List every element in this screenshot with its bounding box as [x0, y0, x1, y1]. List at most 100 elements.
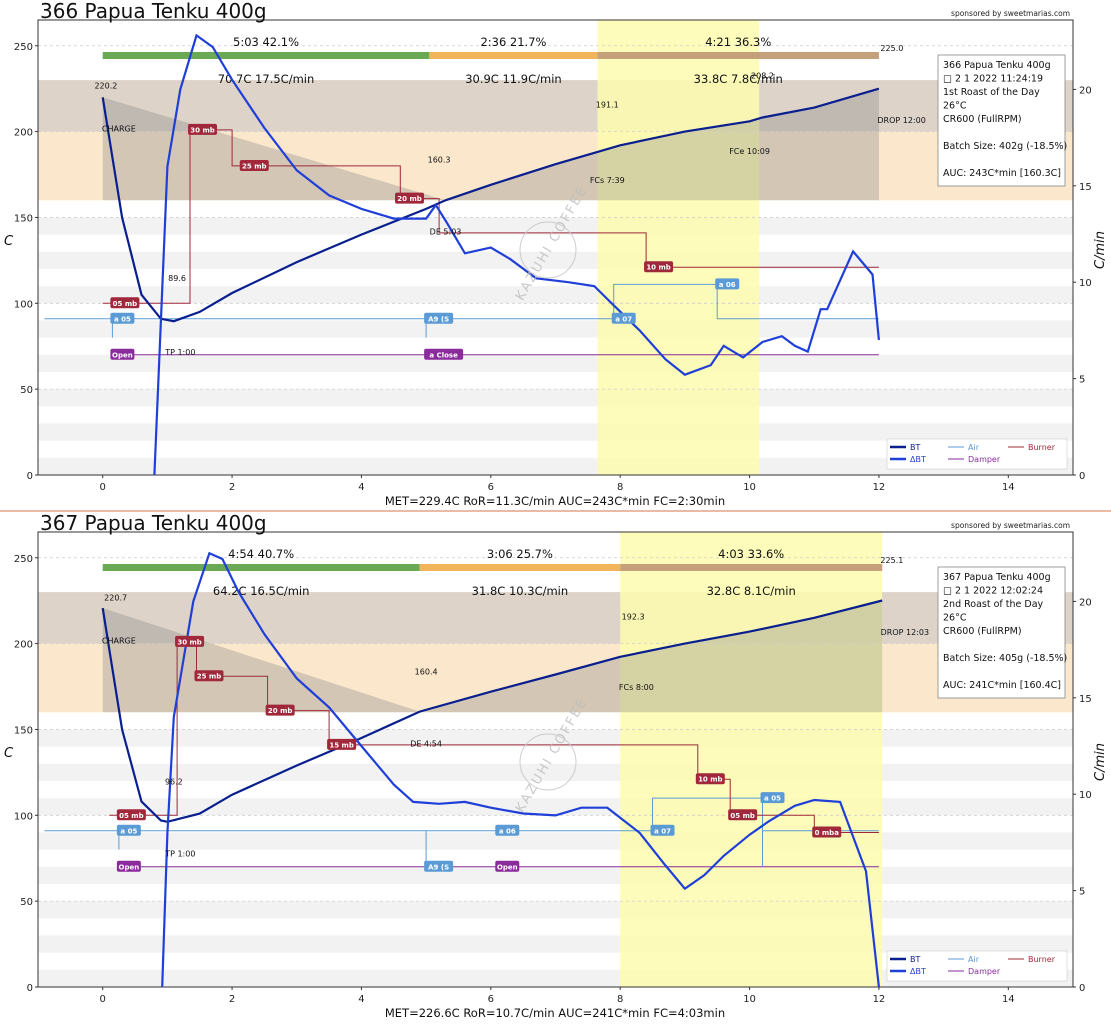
y-tick-label: 150 [14, 725, 33, 736]
x-tick-label: 0 [100, 994, 106, 1005]
x-tick-label: 8 [617, 482, 623, 493]
background-stripe [38, 389, 1073, 407]
x-tick-label: 2 [229, 994, 235, 1005]
phase-stat: 33.8C 7.8C/min [694, 72, 783, 86]
burner-tag [395, 192, 425, 204]
background-stripe [38, 251, 1073, 269]
y2-tick-label: 20 [1079, 85, 1092, 96]
x-tick-label: 10 [743, 482, 756, 493]
x-tick-label: 4 [358, 482, 364, 493]
x-tick-label: 12 [873, 482, 886, 493]
event-label: 225.0 [880, 44, 903, 53]
burner-tag-label: 20 mb [397, 195, 421, 203]
phase-label: 4:21 36.3% [705, 35, 771, 49]
event-label: FCs 8:00 [619, 683, 654, 692]
background-stripe [38, 286, 1073, 304]
y2-tick-label: 0 [1079, 983, 1085, 994]
air-tag [110, 312, 135, 324]
event-label: 192.3 [622, 613, 645, 622]
burner-tag-label: 05 mb [119, 812, 143, 820]
burner-tag [695, 773, 725, 785]
y-axis-label: C [4, 234, 14, 249]
info-box [937, 54, 1066, 187]
roast-chart-366: 366 Papua Tenku 400g sponsored by sweetma… [0, 0, 1111, 512]
phase-label: 2:36 21.7% [480, 35, 546, 49]
burner-tag [239, 159, 269, 171]
background-stripe [38, 457, 1073, 475]
y-tick-label: 250 [14, 554, 33, 565]
damper-tag-label: a Close [429, 351, 458, 359]
burner-tag-label: 05 mb [113, 300, 137, 308]
watermark-logo [519, 221, 577, 279]
damper-tag [495, 860, 520, 872]
first-crack-region [620, 532, 883, 987]
y-axis-label: C [4, 746, 14, 761]
phase-label: 4:54 40.7% [228, 547, 294, 561]
watermark-logo [519, 733, 577, 791]
y-tick-label: 250 [14, 42, 33, 53]
y2-tick-label: 0 [1079, 471, 1085, 482]
air-line [44, 797, 879, 867]
info-line: 1st Roast of the Day [943, 87, 1040, 98]
burner-tag-label: 10 mb [698, 776, 722, 784]
info-line: 26°C [943, 101, 967, 112]
air-tag [424, 860, 454, 872]
footer-stats: MET=226.6C RoR=10.7C/min AUC=241C*min FC… [385, 1006, 725, 1020]
x-tick-label: 0 [100, 482, 106, 493]
damper-tag [116, 860, 141, 872]
info-line: 2nd Roast of the Day [943, 599, 1044, 610]
first-crack-region [597, 20, 760, 475]
burner-tag [728, 809, 758, 821]
y-tick-label: 200 [14, 128, 33, 139]
legend-label-bt: BT [910, 443, 920, 452]
plot-frame [37, 531, 1074, 988]
event-label: 96.2 [165, 777, 183, 786]
info-line: Batch Size: 405g (-18.5%) [943, 653, 1067, 664]
event-label: CHARGE [102, 125, 136, 134]
x-tick-label: 4 [358, 994, 364, 1005]
burner-tag-label: 05 mb [730, 812, 754, 820]
chart-title: 366 Papua Tenku 400g [40, 0, 267, 23]
damper-tag-label: Open [112, 351, 133, 359]
y2-axis-label: C/min [1093, 743, 1108, 781]
y2-tick-label: 5 [1079, 375, 1085, 386]
y2-axis-label: C/min [1093, 231, 1108, 269]
plot-frame [37, 19, 1074, 476]
burner-tag-label: 25 mb [242, 162, 266, 170]
event-label: 225.1 [880, 556, 903, 565]
watermark-text: KAZUHI COFFEE [513, 695, 591, 815]
air-tag [715, 278, 740, 290]
burner-tag-label: 15 mb [329, 741, 353, 749]
y-tick-label: 0 [27, 471, 33, 482]
background-stripe [38, 217, 1073, 235]
phase-label: 5:03 42.1% [233, 35, 299, 49]
air-tag-label: a 07 [615, 315, 632, 323]
info-line: □ 2 1 2022 11:24:19 [943, 74, 1043, 85]
burner-tag [265, 704, 295, 716]
background-stripe [38, 798, 1073, 816]
event-label: TP 1:00 [164, 348, 195, 357]
x-tick-label: 6 [488, 994, 494, 1005]
y-tick-label: 50 [20, 385, 33, 396]
air-tag [650, 824, 675, 836]
air-tag-label: a 06 [499, 827, 516, 835]
band-dev [38, 592, 1073, 644]
legend-label-air: Air [968, 955, 980, 964]
damper-tag [424, 348, 464, 360]
info-line: Batch Size: 402g (-18.5%) [943, 141, 1067, 152]
event-label: DE 5:03 [430, 228, 462, 237]
event-label: 220.7 [104, 594, 127, 603]
background-stripe [38, 354, 1073, 372]
air-tag-label: A9 (S [428, 863, 449, 871]
background-stripe [38, 763, 1073, 781]
legend-label-bt: BT [910, 955, 920, 964]
background-stripe [38, 901, 1073, 919]
burner-tag [116, 809, 146, 821]
y-tick-label: 100 [14, 299, 33, 310]
y2-tick-label: 10 [1079, 278, 1092, 289]
event-label: 208.2 [751, 71, 774, 80]
phase-bar [102, 564, 420, 571]
info-line: □ 2 1 2022 12:02:24 [943, 586, 1043, 597]
info-line: AUC: 241C*min [160.4C] [943, 680, 1061, 691]
phase-bar [620, 564, 883, 571]
